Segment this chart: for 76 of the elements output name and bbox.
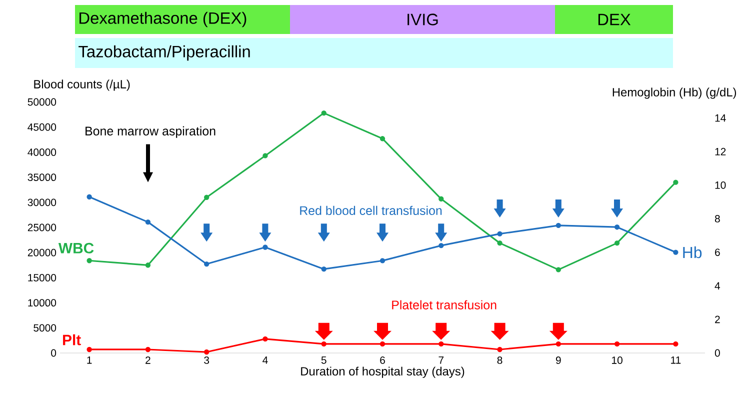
point [673, 250, 678, 255]
x-tick-label: 1 [87, 356, 92, 364]
point [145, 219, 151, 225]
y2-tick-label: 10 [715, 181, 726, 189]
y-tick-label: 0 [51, 349, 56, 357]
y-tick-label: 10000 [28, 299, 56, 307]
y2-tick-label: 4 [714, 282, 720, 290]
y2-tick-label: 8 [714, 215, 720, 222]
x-tick-label: 7 [438, 356, 444, 364]
annotation: Red blood cell transfusion [300, 206, 442, 216]
y-tick-label: 5000 [34, 324, 56, 332]
point [86, 346, 92, 352]
point [614, 341, 620, 347]
point [673, 180, 678, 185]
point [556, 341, 562, 347]
x-tick-label: 9 [556, 356, 561, 364]
y-tick-label: 45000 [28, 123, 56, 131]
point [497, 240, 502, 246]
point [497, 231, 502, 236]
point [438, 242, 444, 248]
point [321, 341, 326, 347]
annotation: Bone marrow aspiration [86, 126, 216, 138]
point [86, 258, 92, 264]
point [262, 153, 268, 158]
y2-tick-label: 14 [715, 114, 726, 122]
y-tick-label: 35000 [28, 174, 56, 182]
point [556, 222, 562, 228]
x-axis-title: Duration of hospital stay (days) [301, 366, 464, 378]
text: DEX [598, 14, 631, 26]
point [380, 136, 386, 142]
point [614, 240, 620, 246]
y2-tick-label: 6 [715, 248, 720, 256]
point [321, 110, 326, 116]
y2-axis-title: Hemoglobin (Hb) (g/dL) [612, 88, 736, 99]
x-tick-label: 3 [204, 356, 210, 364]
point [204, 349, 210, 355]
text: IVIG [408, 14, 438, 26]
series-label: WBC [58, 242, 94, 254]
point [262, 244, 268, 250]
x-tick-label: 8 [497, 356, 502, 364]
y-tick-label: 25000 [28, 224, 56, 232]
x-tick-label: 10 [612, 356, 622, 364]
point [614, 224, 620, 230]
x-tick-label: 5 [321, 356, 326, 364]
point [145, 346, 151, 352]
point [321, 266, 326, 272]
point [556, 267, 562, 272]
point [204, 261, 210, 267]
y-tick-label: 30000 [28, 198, 56, 206]
y2-tick-label: 12 [715, 148, 726, 156]
annotation: Platelet transfusion [392, 300, 496, 310]
text: Dexamethasone (DEX) [80, 12, 246, 28]
point [204, 194, 210, 200]
series-label: Plt [63, 334, 81, 346]
x-tick-label: 2 [146, 356, 150, 364]
x-tick-label: 4 [262, 356, 268, 364]
text: Tazobactam/Piperacillin [78, 45, 250, 61]
point [438, 341, 444, 347]
point [145, 262, 151, 268]
point [438, 196, 444, 202]
y-tick-label: 50000 [28, 98, 56, 106]
y-tick-label: 15000 [28, 274, 56, 282]
x-tick-label: 6 [380, 356, 385, 364]
y2-tick-label: 2 [715, 316, 720, 324]
y2-tick-label: 0 [714, 349, 720, 357]
point [262, 336, 268, 342]
point [380, 341, 386, 347]
x-tick-label: 11 [671, 356, 681, 364]
point [673, 341, 678, 347]
y-tick-label: 40000 [28, 148, 56, 156]
y-axis-title: Blood counts (/µL) [34, 80, 130, 91]
point [380, 258, 386, 264]
series-label: Hb [683, 246, 702, 258]
point [86, 194, 92, 200]
y-tick-label: 20000 [28, 248, 56, 256]
point [497, 346, 502, 352]
